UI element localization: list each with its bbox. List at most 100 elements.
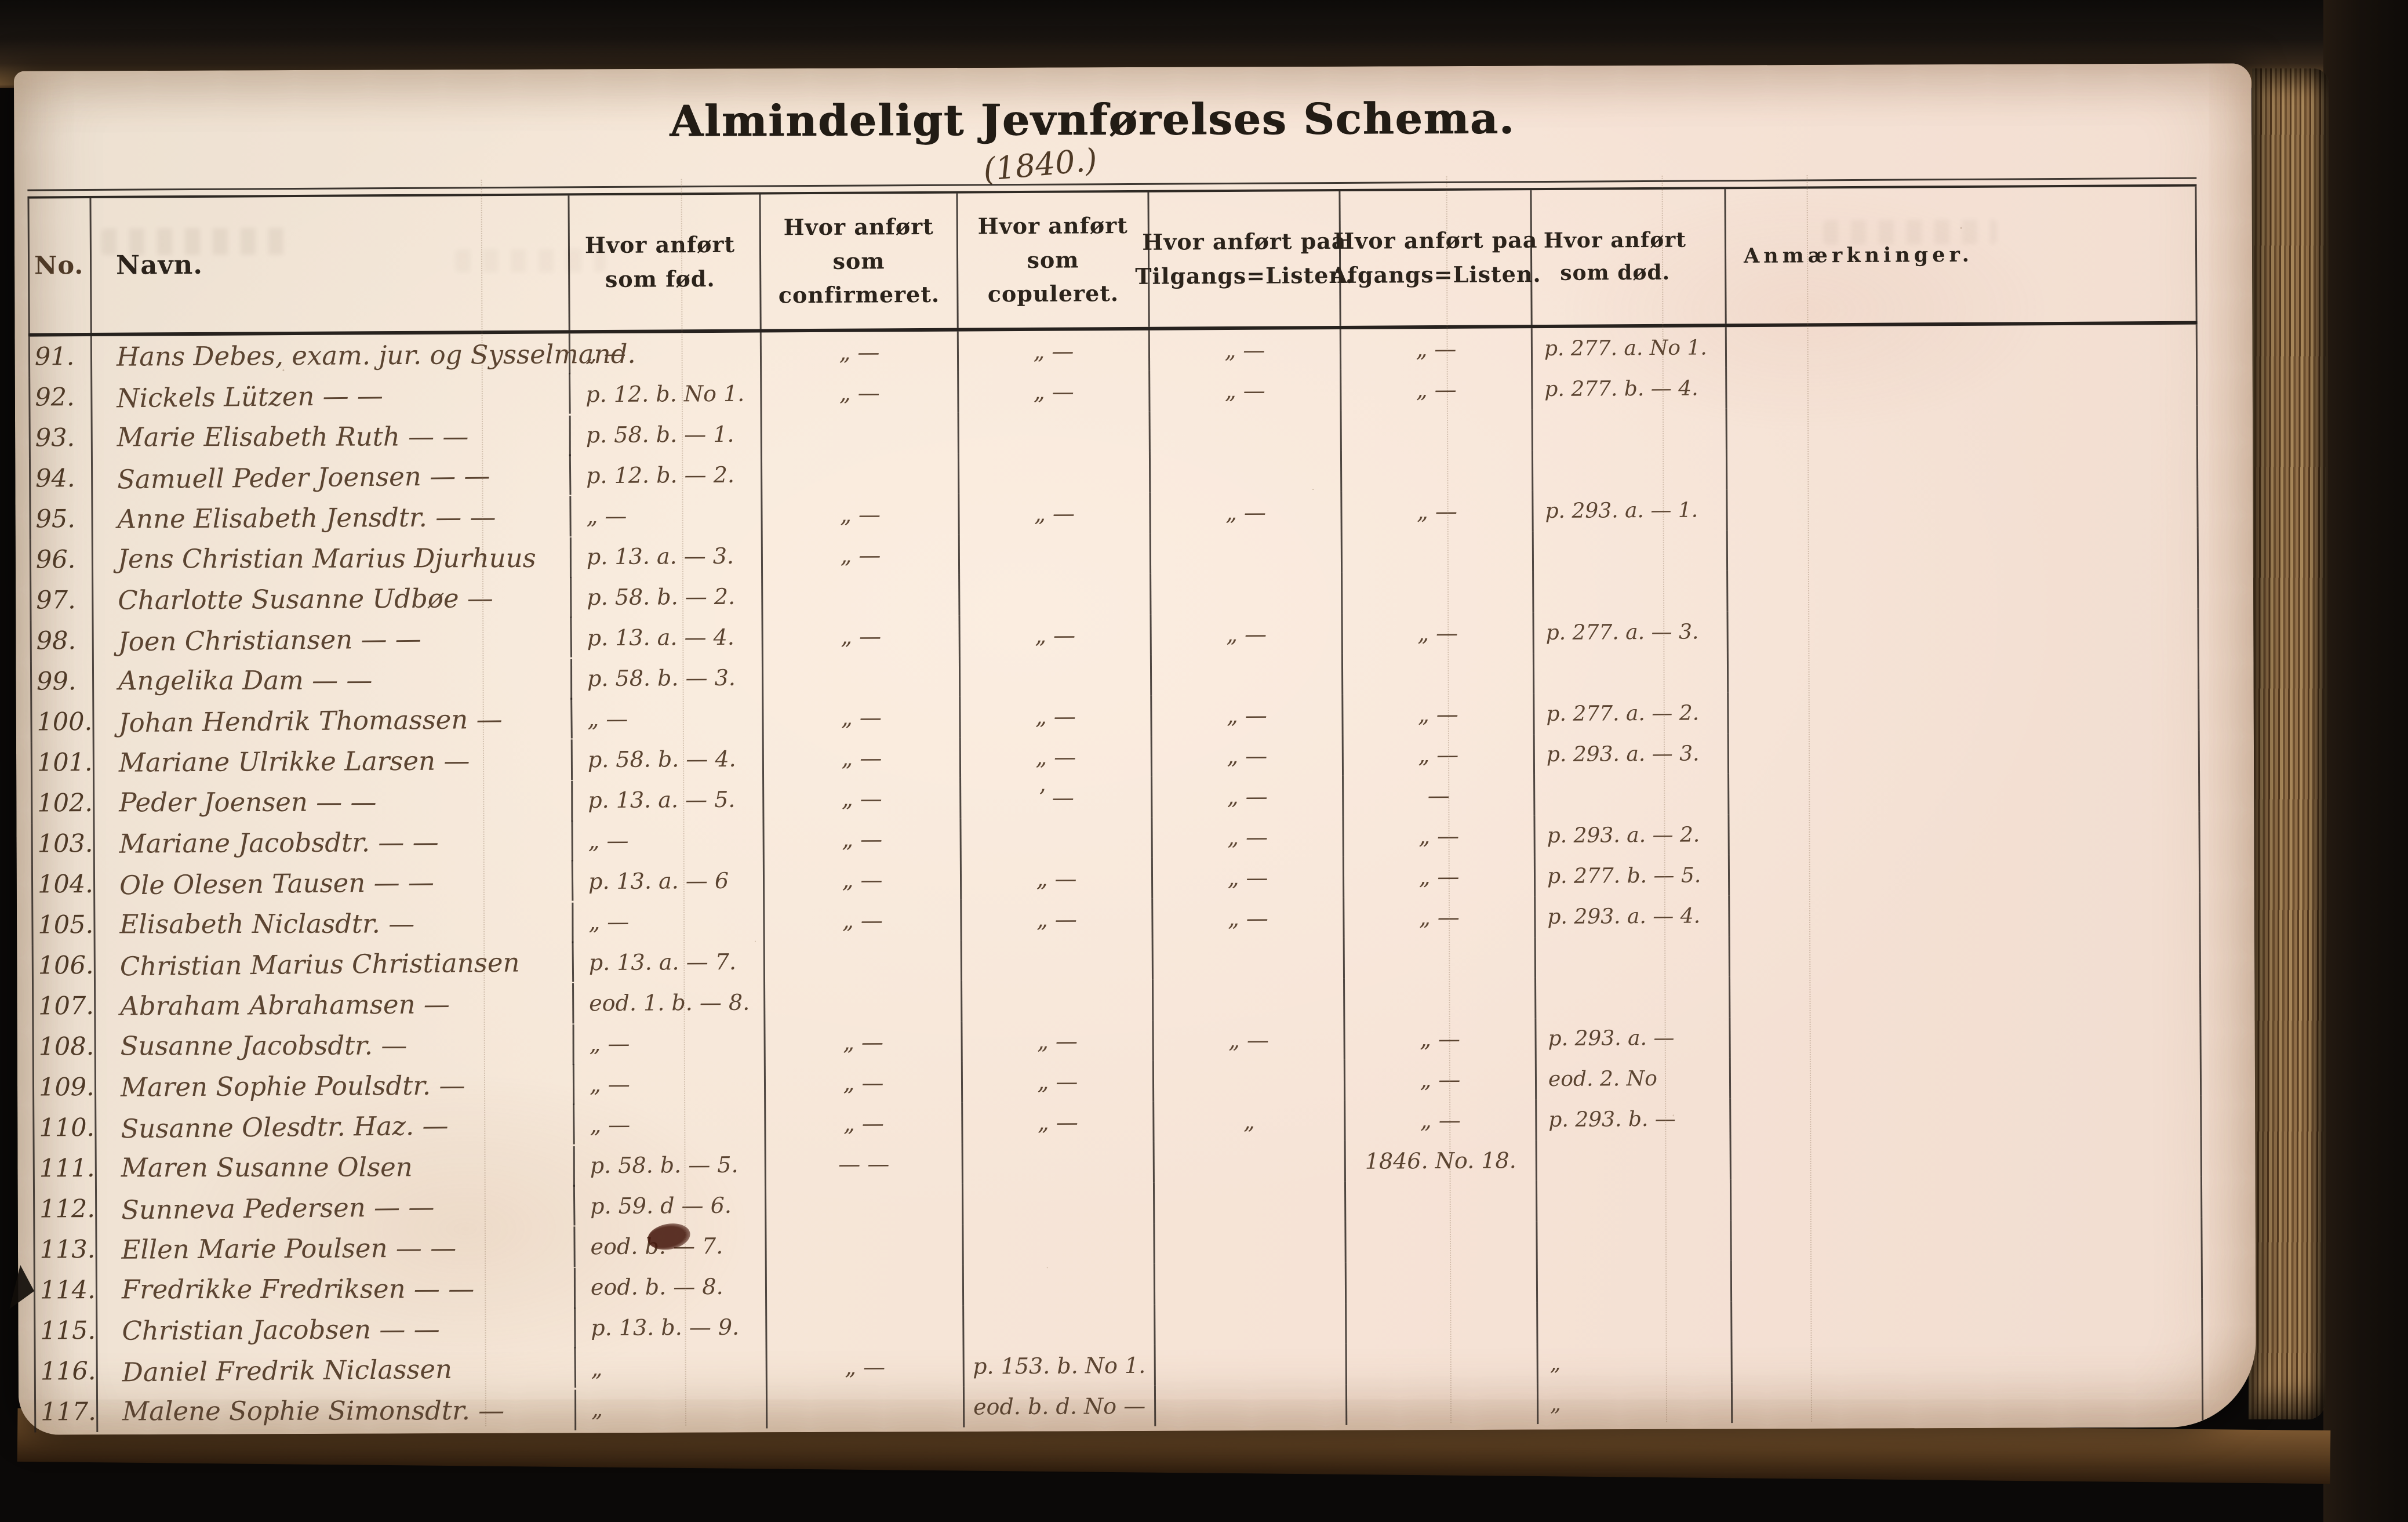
cell-afgangs: [1347, 1302, 1538, 1344]
cell-anmaerkning: [1728, 649, 2200, 693]
cell-afgangs: —: [1344, 775, 1536, 816]
cell-afgangs: „ —: [1344, 856, 1536, 898]
cell-dod: [1533, 408, 1727, 451]
cell-anmaerkning: [1732, 1298, 2203, 1342]
cell-afgangs: „ —: [1343, 612, 1534, 654]
cell-anmaerkning: [1728, 568, 2199, 612]
cell-copuleret: „ —: [961, 858, 1154, 900]
cell-fod: p. 58. b. — 3.: [572, 657, 764, 699]
cell-anmaerkning: [1730, 1055, 2202, 1099]
cell-confirmeret: „ —: [767, 1346, 965, 1388]
cell-confirmeret: „ —: [762, 534, 961, 576]
cell-tilgangs: [1155, 1262, 1347, 1305]
cell-tilgangs: „ —: [1151, 613, 1343, 655]
cell-dod: [1535, 773, 1730, 816]
cell-tilgangs: „ —: [1150, 329, 1342, 371]
cell-tilgangs: „ —: [1152, 694, 1344, 736]
cell-anmaerkning: [1727, 486, 2199, 531]
cell-no: 105.: [31, 904, 96, 946]
cell-afgangs: [1342, 531, 1534, 573]
cell-tilgangs: „ —: [1152, 735, 1344, 777]
cell-copuleret: [959, 411, 1151, 453]
cell-navn: Ellen Marie Poulsen — —: [97, 1226, 576, 1270]
cell-navn: Samuell Peder Joensen — —: [92, 454, 572, 500]
cell-copuleret: [964, 1304, 1156, 1346]
cell-copuleret: „ —: [959, 492, 1151, 535]
cell-fod: p. 13. a. — 4.: [572, 616, 763, 659]
cell-confirmeret: „ —: [762, 372, 959, 414]
cell-no: 106.: [31, 945, 96, 986]
cell-dod: p. 277. a. — 3.: [1534, 611, 1729, 653]
cell-navn: Angelika Dam — —: [94, 659, 573, 701]
cell-no: 114.: [33, 1269, 98, 1311]
cell-navn: Hans Debes, exam. jur. og Sysselmand.: [92, 333, 636, 377]
cell-no: 98.: [30, 620, 94, 662]
cell-copuleret: [960, 655, 1152, 697]
cell-anmaerkning: [1732, 1379, 2204, 1423]
cell-tilgangs: „: [1154, 1100, 1346, 1142]
cell-copuleret: eod. b. d. No —: [964, 1385, 1156, 1427]
cell-tilgangs: „ —: [1152, 816, 1344, 858]
cell-confirmeret: „ —: [764, 778, 962, 820]
cell-fod: p. 13. a. — 3.: [571, 535, 763, 577]
table-body: 91. Hans Debes, exam. jur. og Sysselmand…: [28, 324, 2204, 1433]
cell-navn: Sunneva Pedersen — —: [96, 1185, 576, 1230]
cell-anmaerkning: [1729, 771, 2200, 815]
cell-afgangs: [1343, 572, 1534, 613]
cell-navn: Christian Marius Christiansen: [95, 941, 574, 987]
cell-afgangs: [1346, 1262, 1538, 1303]
cell-navn: Anne Elisabeth Jensdtr. — —: [93, 496, 572, 539]
cell-navn: Mariane Jacobsdtr. — —: [94, 820, 573, 864]
cell-navn: Malene Sophie Simonsdtr. —: [98, 1389, 577, 1432]
cell-confirmeret: „ —: [763, 696, 961, 739]
cell-anmaerkning: [1727, 365, 2198, 409]
cell-confirmeret: [766, 1265, 965, 1307]
cell-confirmeret: — —: [766, 1143, 963, 1185]
cell-no: 99.: [30, 660, 94, 702]
cell-dod: p. 293. a. — 1.: [1533, 489, 1728, 532]
cell-confirmeret: „ —: [763, 737, 962, 779]
cell-afgangs: „ —: [1343, 693, 1535, 735]
cell-dod: [1537, 1179, 1732, 1222]
cell-no: 113.: [33, 1229, 97, 1270]
cell-tilgangs: [1151, 532, 1343, 574]
cell-navn: Maren Susanne Olsen: [96, 1146, 575, 1188]
cell-copuleret: p. 153. b. No 1.: [964, 1345, 1156, 1387]
cell-afgangs: „ —: [1342, 491, 1534, 532]
cell-fod: eod. b. — 8.: [575, 1266, 767, 1308]
cell-fod: p. 58. b. — 5.: [574, 1144, 766, 1186]
register-page: Almindeligt Jevnførelses Schema. (1840.)…: [9, 63, 2257, 1435]
cell-fod: eod. 1. b. — 8.: [574, 982, 766, 1024]
cell-anmaerkning: [1729, 852, 2201, 896]
cell-tilgangs: „ —: [1150, 369, 1342, 412]
cell-fod: „ —: [574, 1063, 766, 1105]
cell-afgangs: [1344, 937, 1536, 979]
cell-tilgangs: [1154, 1181, 1347, 1223]
cell-afgangs: [1345, 1180, 1538, 1222]
cell-copuleret: „ —: [963, 1101, 1155, 1143]
cell-copuleret: „ —: [958, 330, 1151, 372]
cell-afgangs: [1346, 1221, 1538, 1263]
cell-confirmeret: „ —: [761, 331, 959, 373]
cell-fod: p. 59. d — 6.: [574, 1185, 767, 1227]
cell-dod: [1534, 571, 1729, 613]
cell-confirmeret: „ —: [764, 818, 962, 860]
cell-copuleret: [961, 817, 1153, 859]
cell-confirmeret: [763, 656, 961, 698]
cell-dod: [1536, 976, 1731, 1019]
col-header-navn: Navn.: [91, 195, 570, 333]
cell-fod: „ —: [573, 900, 765, 943]
cell-afgangs: [1341, 409, 1533, 451]
cell-anmaerkning: [1730, 974, 2202, 1018]
cell-tilgangs: „ —: [1153, 897, 1345, 939]
cell-dod: p. 293. b. —: [1537, 1098, 1732, 1140]
cell-confirmeret: „ —: [765, 1021, 963, 1063]
cell-copuleret: „ —: [962, 898, 1154, 940]
cell-tilgangs: [1153, 938, 1345, 980]
cell-navn: Joen Christiansen — —: [93, 616, 573, 662]
cell-dod: p. 277. b. — 5.: [1535, 855, 1730, 897]
col-header-anmaerkninger: Anmærkninger.: [1726, 186, 2198, 324]
cell-confirmeret: „ —: [766, 1102, 963, 1145]
cell-confirmeret: „ —: [764, 859, 962, 901]
cell-confirmeret: [767, 1305, 965, 1347]
